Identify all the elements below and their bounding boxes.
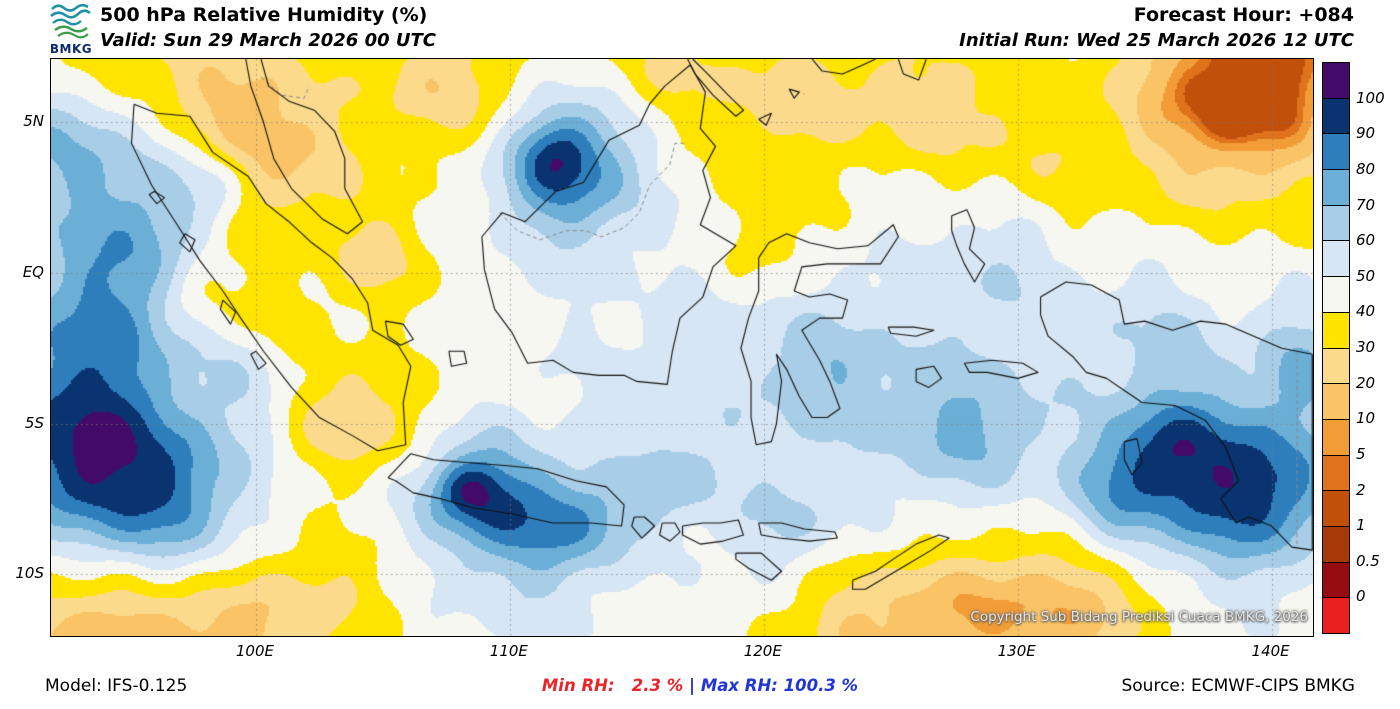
colorbar [1322,62,1350,634]
lat-tick-10S: 10S [15,564,44,583]
max-rh-text: Max RH: 100.3 % [700,676,859,695]
colorbar-labels: 100 90 80 70 60 50 40 30 20 10 5 2 1 0.5 0 [1356,62,1400,632]
minmax-separator: | [683,676,701,695]
copyright-note: Copyright Sub Bidang Prediksi Cuaca BMKG… [970,609,1308,625]
colorbar-segment-10 [1323,419,1349,456]
colorbar-label-0: 0 [1356,587,1366,606]
colorbar-segment-14 [1323,562,1349,599]
lon-tick-100E: 100E [235,642,274,660]
colorbar-label-50: 50 [1356,266,1376,285]
colorbar-label-100: 100 [1356,88,1385,107]
colorbar-segment-5 [1323,241,1349,278]
colorbar-segment-4 [1323,205,1349,242]
colorbar-segment-1 [1323,98,1349,135]
colorbar-label-80: 80 [1356,159,1376,178]
bmkg-logo-text: BMKG [49,42,93,56]
colorbar-label-30: 30 [1356,338,1376,356]
colorbar-segment-3 [1323,170,1349,206]
lat-tick-5S: 5S [24,413,44,432]
lat-tick-5N: 5N [23,112,44,131]
bmkg-logo-icon [50,3,91,39]
colorbar-segment-15 [1323,598,1349,633]
source-info: Source: ECMWF-CIPS BMKG [1121,676,1355,696]
colorbar-segment-11 [1323,455,1349,492]
lon-tick-120E: 120E [743,642,782,660]
humidity-map-canvas [50,58,1314,637]
colorbar-label-1: 1 [1356,516,1366,535]
bmkg-logo: BMKG [44,1,98,57]
colorbar-label-40: 40 [1356,302,1376,321]
colorbar-segment-13 [1323,526,1349,563]
page-title: 500 hPa Relative Humidity (%) [100,4,428,26]
colorbar-label-90: 90 [1356,124,1376,143]
colorbar-label-10: 10 [1356,409,1376,428]
colorbar-segment-6 [1323,277,1349,313]
initial-run: Initial Run: Wed 25 March 2026 12 UTC [959,30,1354,51]
lat-axis: 5N EQ 5S 10S [0,58,44,635]
lat-tick-EQ: EQ [22,262,44,281]
lon-tick-110E: 110E [489,642,528,660]
minmax-info: Min RH: 2.3 % | Max RH: 100.3 % [0,676,1400,695]
min-rh-text: Min RH: 2.3 % [541,676,684,695]
colorbar-label-60: 60 [1356,231,1376,250]
colorbar-label-20: 20 [1356,373,1376,392]
colorbar-segment-12 [1323,491,1349,527]
colorbar-label-0.5: 0.5 [1356,551,1380,570]
colorbar-segment-9 [1323,384,1349,420]
lon-tick-130E: 130E [997,642,1036,660]
colorbar-segment-7 [1323,312,1349,349]
model-info: Model: IFS-0.125 [45,676,188,696]
colorbar-segment-8 [1323,348,1349,385]
map-area: 5N EQ 5S 10S 100 90 80 70 60 50 40 30 20 10 5 2 1 0.5 0 C… [0,58,1400,670]
forecast-hour: Forecast Hour: +084 [1133,4,1354,26]
valid-time: Valid: Sun 29 March 2026 00 UTC [100,30,437,51]
lon-tick-140E: 140E [1251,642,1290,660]
colorbar-segment-0 [1323,63,1349,99]
colorbar-label-70: 70 [1356,195,1376,214]
colorbar-label-5: 5 [1356,444,1366,463]
colorbar-segment-2 [1323,134,1349,171]
colorbar-label-2: 2 [1356,480,1366,499]
